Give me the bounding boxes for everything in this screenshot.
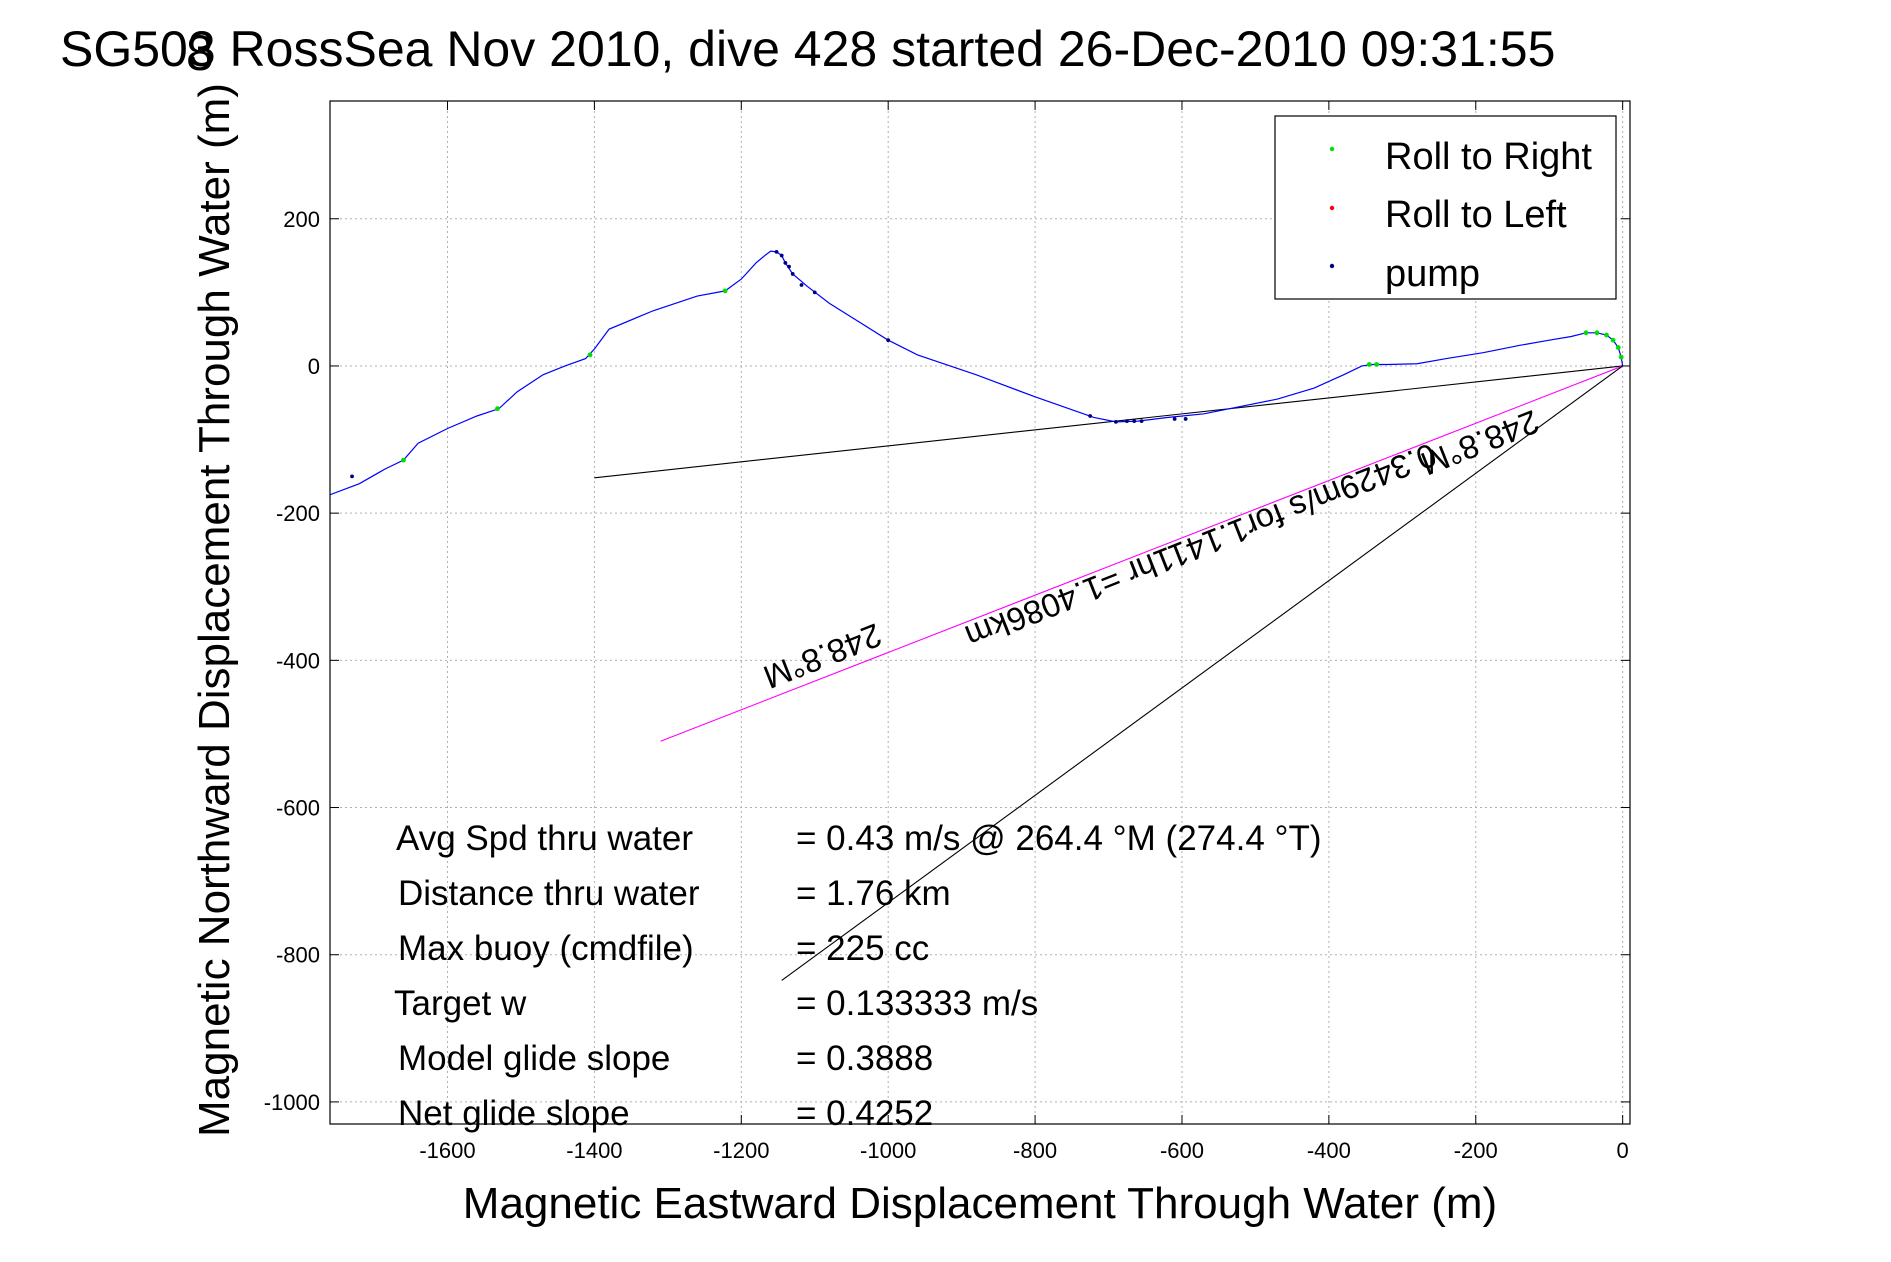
pump-point <box>774 249 779 254</box>
roll-right-point <box>401 457 406 463</box>
pump-point <box>1183 417 1188 421</box>
x-tick-label: -1600 <box>419 1138 475 1163</box>
roll-right-point <box>1615 345 1621 350</box>
stat-label: Avg Spd thru water <box>396 819 693 858</box>
roll-right-point <box>1366 362 1372 367</box>
stat-value: = 0.133333 m/s <box>796 984 1038 1023</box>
roll-right-point <box>722 288 728 294</box>
roll-right-point <box>1610 337 1616 343</box>
stat-value: = 0.3888 <box>796 1039 933 1078</box>
current-vector-line <box>594 365 1623 479</box>
x-tick-label: -1400 <box>566 1138 622 1163</box>
roll-right-point <box>1583 330 1589 336</box>
stat-label: Distance thru water <box>398 874 700 913</box>
y-tick-label: 200 <box>283 207 320 232</box>
x-tick-label: 0 <box>1617 1138 1629 1163</box>
legend-label-roll-right: Roll to Right <box>1385 136 1592 178</box>
track-markers <box>350 249 1624 479</box>
stat-value: = 0.4252 <box>796 1094 933 1133</box>
pump-point <box>886 338 891 343</box>
reference-lines <box>594 365 1623 981</box>
x-tick-label: -200 <box>1454 1138 1498 1163</box>
roll-right-point <box>1594 330 1600 336</box>
y-tick-label: 0 <box>308 354 320 379</box>
axes-box <box>329 100 1631 1125</box>
axis-ticks: -1600 -1400 -1200 -1000 -800 -600 -400 -200 0 200… <box>264 101 1630 1163</box>
stat-value: = 1.76 km <box>796 874 951 913</box>
roll-right-point <box>587 352 593 358</box>
y-tick-label: -600 <box>276 796 320 821</box>
heading-line <box>660 365 1623 742</box>
x-axis-label: Magnetic Eastward Displacement Through W… <box>463 1179 1497 1228</box>
y-tick-label: -800 <box>276 943 320 968</box>
stat-label: Max buoy (cmdfile) <box>398 929 694 968</box>
roll-right-point <box>1604 332 1609 338</box>
chart-title: SG503 RossSea Nov 2010, dive 428 started… <box>60 21 1555 77</box>
stat-label: Target w <box>394 984 527 1023</box>
stat-value: = 225 cc <box>796 929 929 968</box>
pump-point <box>350 474 354 479</box>
pump-point <box>1172 417 1177 421</box>
pump-point <box>783 261 788 265</box>
x-tick-label: -400 <box>1307 1138 1351 1163</box>
pump-point <box>1132 419 1137 424</box>
roll-right-point <box>495 406 500 412</box>
stat-label: Net glide slope <box>398 1094 630 1133</box>
pump-point <box>1113 419 1118 424</box>
x-tick-label: -600 <box>1160 1138 1204 1163</box>
pump-point <box>1088 414 1093 418</box>
legend-marker-roll-left <box>1329 205 1335 211</box>
stats-block: Avg Spd thru water = 0.43 m/s @ 264.4 °M … <box>394 819 1322 1133</box>
y-tick-label: -200 <box>276 501 320 526</box>
x-tick-label: -1000 <box>860 1138 916 1163</box>
stat-value: = 0.43 m/s @ 264.4 °M (274.4 °T) <box>796 819 1322 858</box>
legend-marker-roll-right <box>1329 146 1335 152</box>
pump-point <box>787 264 791 269</box>
roll-right-point <box>1374 362 1380 367</box>
y-axis-label: Magnetic Northward Displacement Through … <box>190 83 239 1137</box>
y-tick-label: -1000 <box>264 1090 320 1115</box>
legend-marker-pump <box>1329 263 1335 269</box>
grid <box>330 101 1630 1124</box>
title-overlap-glyph: 8 <box>186 25 214 81</box>
projection-line <box>781 365 1623 981</box>
pump-point <box>799 283 804 287</box>
stat-label: Model glide slope <box>398 1039 670 1078</box>
pump-point <box>779 253 784 258</box>
legend-label-roll-left: Roll to Left <box>1385 194 1567 236</box>
x-tick-label: -1200 <box>713 1138 769 1163</box>
roll-right-point <box>1618 354 1624 360</box>
legend-label-pump: pump <box>1385 253 1480 295</box>
y-tick-label: -400 <box>276 648 320 673</box>
pump-point <box>1139 419 1144 424</box>
pump-point <box>1124 419 1129 424</box>
x-tick-label: -800 <box>1013 1138 1057 1163</box>
pump-point <box>790 272 795 276</box>
legend: Roll to Right Roll to Left pump <box>1274 115 1617 300</box>
pump-point <box>812 290 817 295</box>
